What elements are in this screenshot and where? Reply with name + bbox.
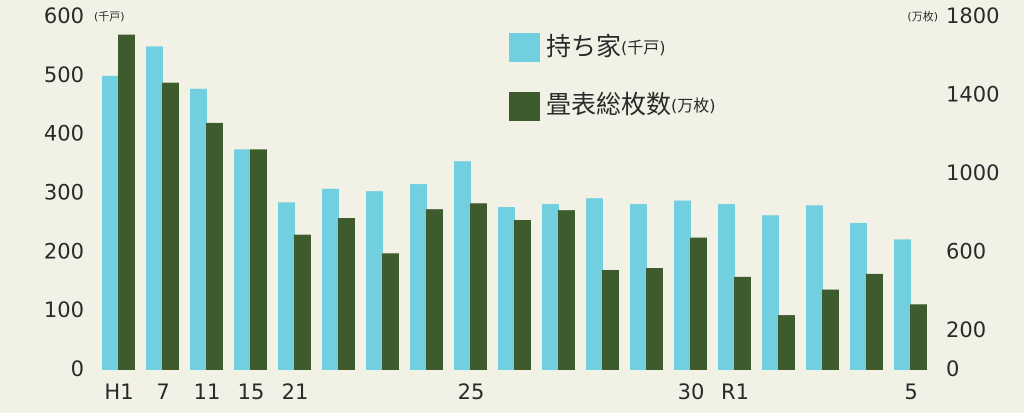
bar (366, 191, 383, 370)
bar (630, 204, 647, 370)
bar (410, 184, 427, 370)
legend-unit: (千戸) (621, 38, 666, 57)
bar (278, 202, 295, 370)
y-tick-label: 200 (44, 239, 84, 263)
bar (690, 237, 707, 370)
y-tick-label: 400 (44, 122, 84, 146)
legend-label: 持ち家 (546, 32, 621, 61)
bar (762, 215, 779, 370)
bar (602, 269, 619, 370)
x-tick-label: 25 (458, 380, 485, 404)
bar (514, 219, 531, 370)
bar (382, 253, 399, 370)
bar (206, 122, 223, 371)
bar (674, 200, 691, 370)
x-tick-label: R1 (721, 380, 749, 404)
legend-swatch (509, 92, 540, 121)
y-tick-label: 600 (44, 4, 84, 28)
bar (910, 304, 927, 370)
y2-tick-label: 1000 (946, 161, 999, 185)
bar (806, 205, 823, 370)
legend-swatch (509, 33, 540, 62)
bar (586, 198, 603, 370)
legend-entry: 持ち家(千戸) (546, 32, 666, 61)
y2-axis-unit: (万枚) (907, 9, 938, 23)
bar (190, 88, 207, 370)
bar (234, 149, 251, 370)
y2-tick-label: 600 (946, 239, 986, 263)
bar (470, 203, 487, 370)
y-tick-label: 300 (44, 181, 84, 205)
bar (866, 273, 883, 370)
x-tick-label: H1 (104, 380, 133, 404)
legend-label: 畳表総枚数 (546, 90, 671, 119)
bar (822, 289, 839, 370)
bar (542, 204, 559, 370)
bar (778, 315, 795, 370)
y2-tick-label: 1400 (946, 82, 999, 106)
bar (718, 204, 735, 370)
bar (894, 239, 911, 370)
x-tick-label: 15 (238, 380, 265, 404)
bar (646, 268, 663, 370)
y-axis-unit: (千戸) (94, 10, 125, 23)
y-tick-label: 500 (44, 63, 84, 87)
bar (294, 234, 311, 370)
x-tick-label: 11 (194, 380, 221, 404)
y-tick-label: 0 (71, 357, 84, 381)
x-tick-label: 5 (904, 380, 917, 404)
bar (338, 218, 355, 370)
legend-entry: 畳表総枚数(万枚) (546, 90, 716, 119)
y2-tick-label: 200 (946, 318, 986, 342)
x-tick-label: 21 (282, 380, 309, 404)
y2-tick-label: 1800 (946, 4, 999, 28)
bar (850, 222, 867, 370)
y-tick-label: 100 (44, 298, 84, 322)
legend-unit: (万枚) (671, 96, 716, 115)
bar (558, 210, 575, 370)
bar (426, 209, 443, 370)
x-tick-label: 30 (678, 380, 705, 404)
bar (118, 34, 135, 371)
bar (146, 46, 163, 371)
x-tick-label: 7 (156, 380, 169, 404)
bar (322, 188, 339, 370)
bar (162, 82, 179, 371)
bar (454, 161, 471, 370)
bar (734, 276, 751, 370)
y2-tick-label: 0 (946, 357, 959, 381)
bar (102, 75, 119, 370)
bar (498, 207, 515, 370)
bar (250, 149, 267, 370)
